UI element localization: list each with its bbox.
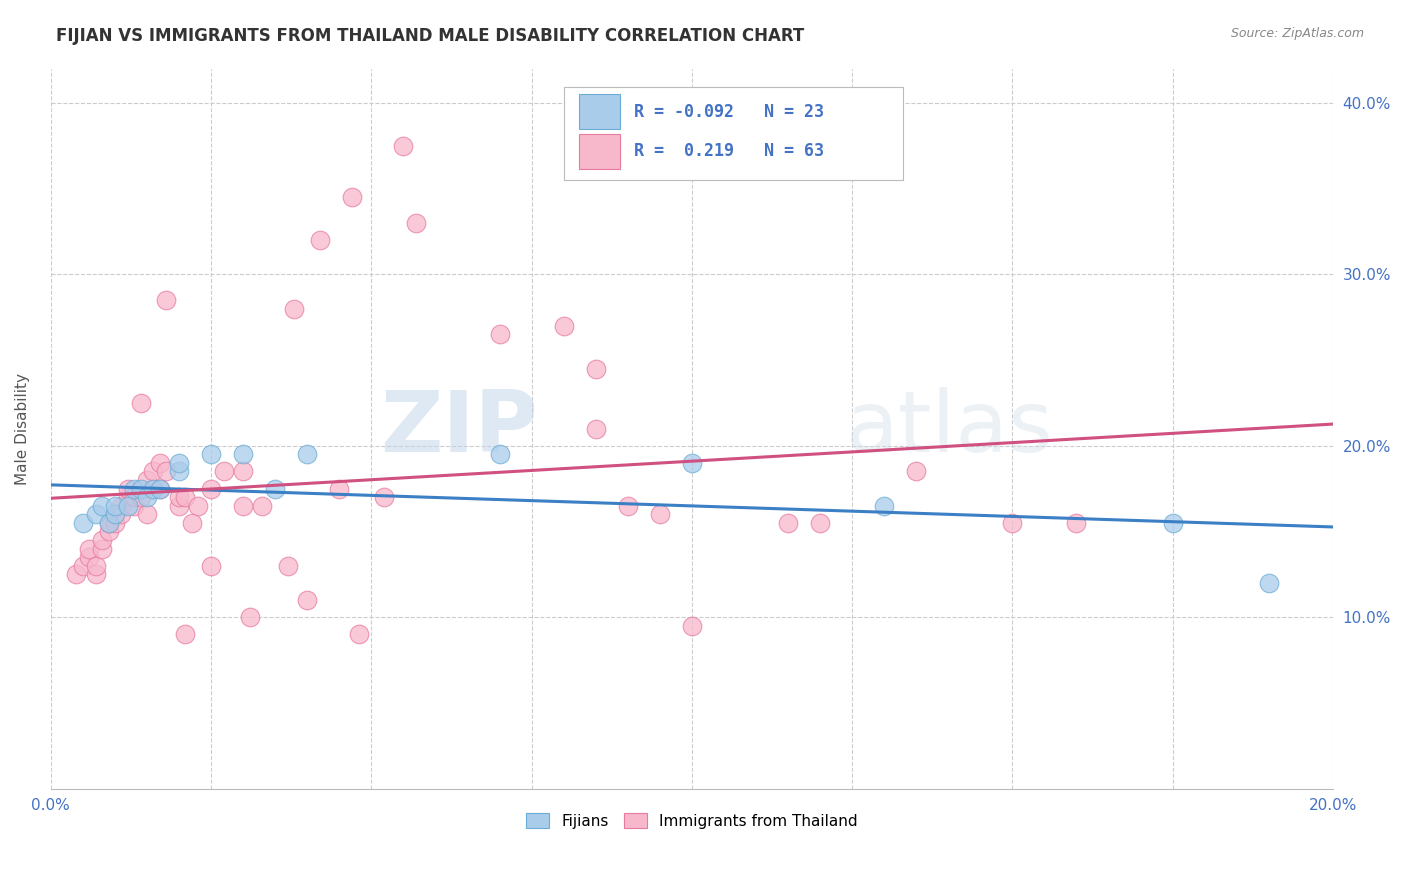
- Point: [392, 138, 415, 153]
- Point: [1161, 516, 1184, 530]
- Point: [180, 516, 202, 530]
- Point: [174, 490, 197, 504]
- Point: [238, 610, 260, 624]
- Point: [616, 499, 638, 513]
- Text: R = -0.092   N = 23: R = -0.092 N = 23: [634, 103, 824, 120]
- Point: [117, 482, 139, 496]
- Point: [340, 190, 363, 204]
- Point: [252, 499, 274, 513]
- Point: [129, 490, 152, 504]
- Point: [129, 482, 152, 496]
- Point: [136, 507, 159, 521]
- Point: [117, 499, 139, 513]
- Point: [129, 396, 152, 410]
- Point: [149, 482, 172, 496]
- Point: [585, 361, 607, 376]
- Point: [117, 490, 139, 504]
- Point: [174, 627, 197, 641]
- Point: [488, 327, 510, 342]
- FancyBboxPatch shape: [579, 134, 620, 169]
- Text: atlas: atlas: [845, 387, 1053, 470]
- Point: [187, 499, 209, 513]
- Point: [149, 456, 172, 470]
- Text: FIJIAN VS IMMIGRANTS FROM THAILAND MALE DISABILITY CORRELATION CHART: FIJIAN VS IMMIGRANTS FROM THAILAND MALE …: [56, 27, 804, 45]
- Point: [167, 464, 190, 478]
- Point: [122, 482, 145, 496]
- Point: [264, 482, 287, 496]
- Point: [297, 447, 319, 461]
- Point: [405, 216, 427, 230]
- Point: [104, 499, 127, 513]
- Point: [553, 318, 575, 333]
- Point: [79, 550, 101, 565]
- Point: [283, 301, 305, 316]
- Point: [149, 482, 172, 496]
- Text: R =  0.219   N = 63: R = 0.219 N = 63: [634, 143, 824, 161]
- Point: [200, 447, 222, 461]
- Point: [155, 464, 177, 478]
- Point: [232, 464, 254, 478]
- Point: [110, 499, 132, 513]
- Point: [72, 516, 94, 530]
- Point: [373, 490, 395, 504]
- Point: [79, 541, 101, 556]
- Point: [681, 456, 703, 470]
- Point: [167, 456, 190, 470]
- FancyBboxPatch shape: [564, 87, 903, 180]
- Point: [585, 421, 607, 435]
- Legend: Fijians, Immigrants from Thailand: Fijians, Immigrants from Thailand: [520, 806, 863, 835]
- Point: [136, 473, 159, 487]
- Point: [776, 516, 799, 530]
- Text: ZIP: ZIP: [380, 387, 538, 470]
- Point: [97, 516, 120, 530]
- Point: [167, 490, 190, 504]
- Point: [232, 499, 254, 513]
- Point: [72, 558, 94, 573]
- Point: [65, 567, 87, 582]
- Point: [232, 447, 254, 461]
- Point: [309, 233, 332, 247]
- Point: [200, 482, 222, 496]
- Point: [110, 507, 132, 521]
- Point: [648, 507, 671, 521]
- Point: [155, 293, 177, 307]
- Point: [167, 499, 190, 513]
- Point: [328, 482, 350, 496]
- Point: [104, 507, 127, 521]
- Point: [200, 558, 222, 573]
- Point: [97, 516, 120, 530]
- Point: [1257, 575, 1279, 590]
- Point: [347, 627, 370, 641]
- Point: [1001, 516, 1024, 530]
- Y-axis label: Male Disability: Male Disability: [15, 373, 30, 484]
- Point: [905, 464, 928, 478]
- Point: [142, 482, 165, 496]
- Text: Source: ZipAtlas.com: Source: ZipAtlas.com: [1230, 27, 1364, 40]
- FancyBboxPatch shape: [579, 95, 620, 129]
- Point: [808, 516, 831, 530]
- Point: [277, 558, 299, 573]
- Point: [1066, 516, 1088, 530]
- Point: [873, 499, 896, 513]
- Point: [142, 482, 165, 496]
- Point: [91, 499, 114, 513]
- Point: [681, 618, 703, 632]
- Point: [297, 593, 319, 607]
- Point: [136, 490, 159, 504]
- Point: [488, 447, 510, 461]
- Point: [84, 507, 107, 521]
- Point: [212, 464, 235, 478]
- Point: [91, 533, 114, 547]
- Point: [84, 567, 107, 582]
- Point: [91, 541, 114, 556]
- Point: [104, 516, 127, 530]
- Point: [104, 507, 127, 521]
- Point: [84, 558, 107, 573]
- Point: [97, 524, 120, 539]
- Point: [142, 464, 165, 478]
- Point: [122, 499, 145, 513]
- Point: [122, 490, 145, 504]
